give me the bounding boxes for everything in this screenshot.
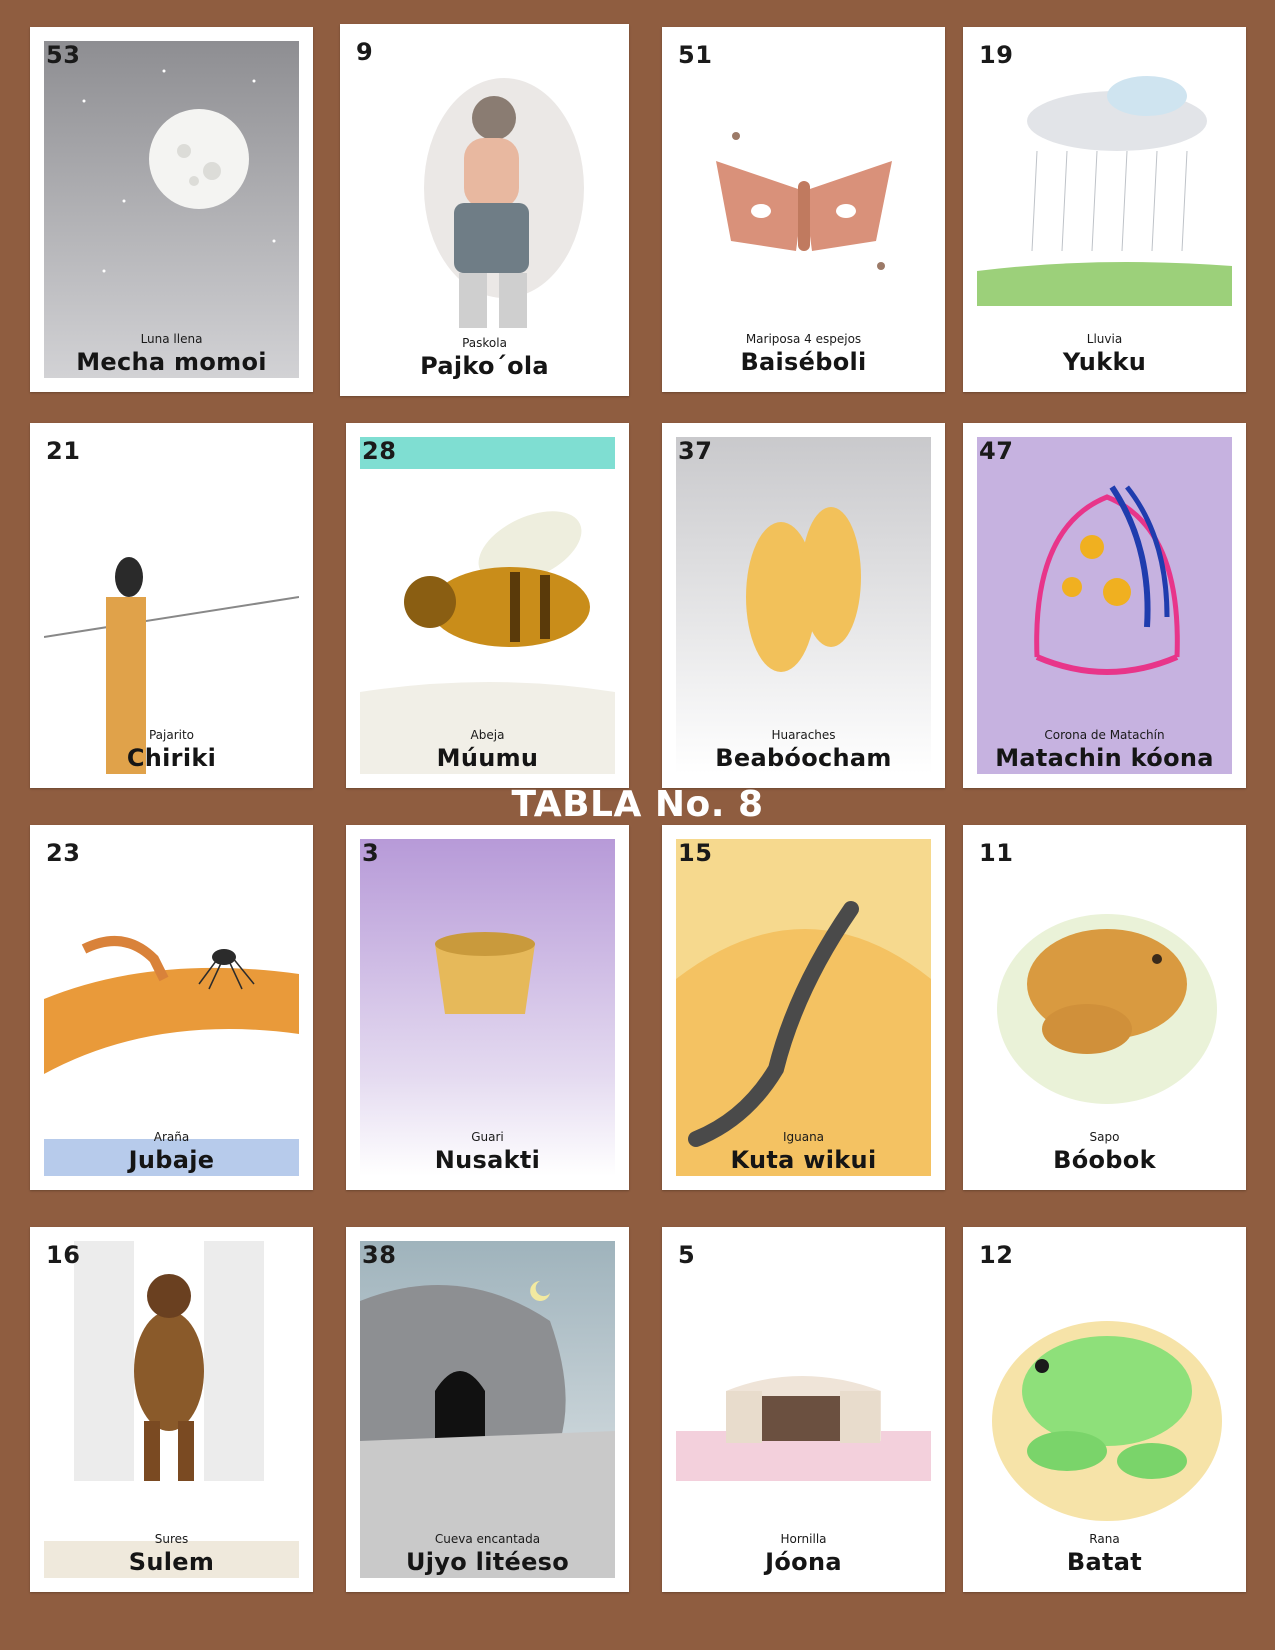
card-name: Beabóocham: [715, 744, 892, 772]
card-spanish-name: Huaraches: [771, 728, 836, 742]
spider-icon: [44, 839, 299, 1176]
card-arana[interactable]: 23 Araña Jubaje: [30, 825, 313, 1190]
card-number: 15: [678, 839, 713, 867]
card-spanish-name: Sures: [154, 1532, 189, 1546]
bird-on-post-icon: [44, 437, 299, 774]
iguana-icon: [676, 839, 931, 1176]
card-name: Baiséboli: [740, 348, 867, 376]
hairy-man-icon: [44, 1241, 299, 1578]
card-lluvia[interactable]: 19 Lluvia Yukku: [963, 27, 1246, 392]
board-title: TABLA No. 8: [511, 784, 764, 825]
card-spanish-name: Sapo: [1089, 1130, 1120, 1144]
card-spanish-name: Cueva encantada: [434, 1532, 541, 1546]
frog-icon: [977, 1241, 1232, 1578]
card-name: Bóobok: [1053, 1146, 1156, 1174]
card-spanish-name: Pajarito: [148, 728, 195, 742]
bee-icon: [360, 437, 615, 774]
card-paskola[interactable]: 9 Paskola Pajko´ola: [340, 24, 629, 396]
card-spanish-name: Hornilla: [780, 1532, 827, 1546]
pascola-dancer-icon: [354, 38, 615, 382]
card-spanish-name: Abeja: [470, 728, 505, 742]
card-name: Ujyo litéeso: [405, 1548, 570, 1576]
card-number: 47: [979, 437, 1014, 465]
card-rana[interactable]: 12 Rana Batat: [963, 1227, 1246, 1592]
card-spanish-name: Mariposa 4 espejos: [745, 332, 862, 346]
card-number: 11: [979, 839, 1014, 867]
card-name: Mecha momoi: [76, 348, 267, 376]
card-spanish-name: Corona de Matachín: [1044, 728, 1165, 742]
card-spanish-name: Guari: [471, 1130, 504, 1144]
card-number: 16: [46, 1241, 81, 1269]
card-name: Nusakti: [434, 1146, 541, 1174]
card-name: Sulem: [128, 1548, 215, 1576]
card-spanish-name: Rana: [1089, 1532, 1120, 1546]
cave-icon: [360, 1241, 615, 1578]
card-spanish-name: Paskola: [462, 336, 507, 350]
card-number: 53: [46, 41, 81, 69]
oven-icon: [676, 1241, 931, 1578]
card-huaraches[interactable]: 37 Huaraches Beabóocham: [662, 423, 945, 788]
card-number: 28: [362, 437, 397, 465]
card-guari[interactable]: 3 Guari Nusakti: [346, 825, 629, 1190]
rain-cloud-icon: [977, 41, 1232, 378]
card-luna-llena[interactable]: 53 Luna llena Mecha momoi: [30, 27, 313, 392]
card-name: Pajko´ola: [420, 352, 549, 380]
card-number: 51: [678, 41, 713, 69]
toad-icon: [977, 839, 1232, 1176]
basket-icon: [360, 839, 615, 1176]
card-sures[interactable]: 16 Sures Sulem: [30, 1227, 313, 1592]
card-number: 19: [979, 41, 1014, 69]
card-spanish-name: Luna llena: [140, 332, 203, 346]
card-pajarito[interactable]: 21 Pajarito Chiriki: [30, 423, 313, 788]
card-name: Chiriki: [126, 744, 217, 772]
card-number: 12: [979, 1241, 1014, 1269]
card-number: 9: [356, 38, 374, 66]
card-spanish-name: Lluvia: [1086, 332, 1123, 346]
card-name: Jóona: [765, 1548, 842, 1576]
card-name: Matachin kóona: [995, 744, 1214, 772]
card-abeja[interactable]: 28 Abeja Múumu: [346, 423, 629, 788]
sandals-icon: [676, 437, 931, 774]
card-sapo[interactable]: 11 Sapo Bóobok: [963, 825, 1246, 1190]
card-number: 5: [678, 1241, 696, 1269]
card-mariposa[interactable]: 51 Mariposa 4 espejos Baiséboli: [662, 27, 945, 392]
card-number: 3: [362, 839, 380, 867]
card-number: 38: [362, 1241, 397, 1269]
card-name: Múumu: [436, 744, 539, 772]
card-name: Jubaje: [128, 1146, 215, 1174]
card-spanish-name: Araña: [153, 1130, 190, 1144]
card-name: Kuta wikui: [730, 1146, 877, 1174]
crown-icon: [977, 437, 1232, 774]
card-corona[interactable]: 47 Corona de Matachín Matachin kóona: [963, 423, 1246, 788]
moth-icon: [676, 41, 931, 378]
card-name: Yukku: [1062, 348, 1147, 376]
card-name: Batat: [1066, 1548, 1143, 1576]
card-hornilla[interactable]: 5 Hornilla Jóona: [662, 1227, 945, 1592]
card-cueva[interactable]: 38 Cueva encantada Ujyo litéeso: [346, 1227, 629, 1592]
full-moon-icon: [44, 41, 299, 378]
card-number: 21: [46, 437, 81, 465]
card-iguana[interactable]: 15 Iguana Kuta wikui: [662, 825, 945, 1190]
card-number: 23: [46, 839, 81, 867]
card-number: 37: [678, 437, 713, 465]
card-spanish-name: Iguana: [782, 1130, 825, 1144]
